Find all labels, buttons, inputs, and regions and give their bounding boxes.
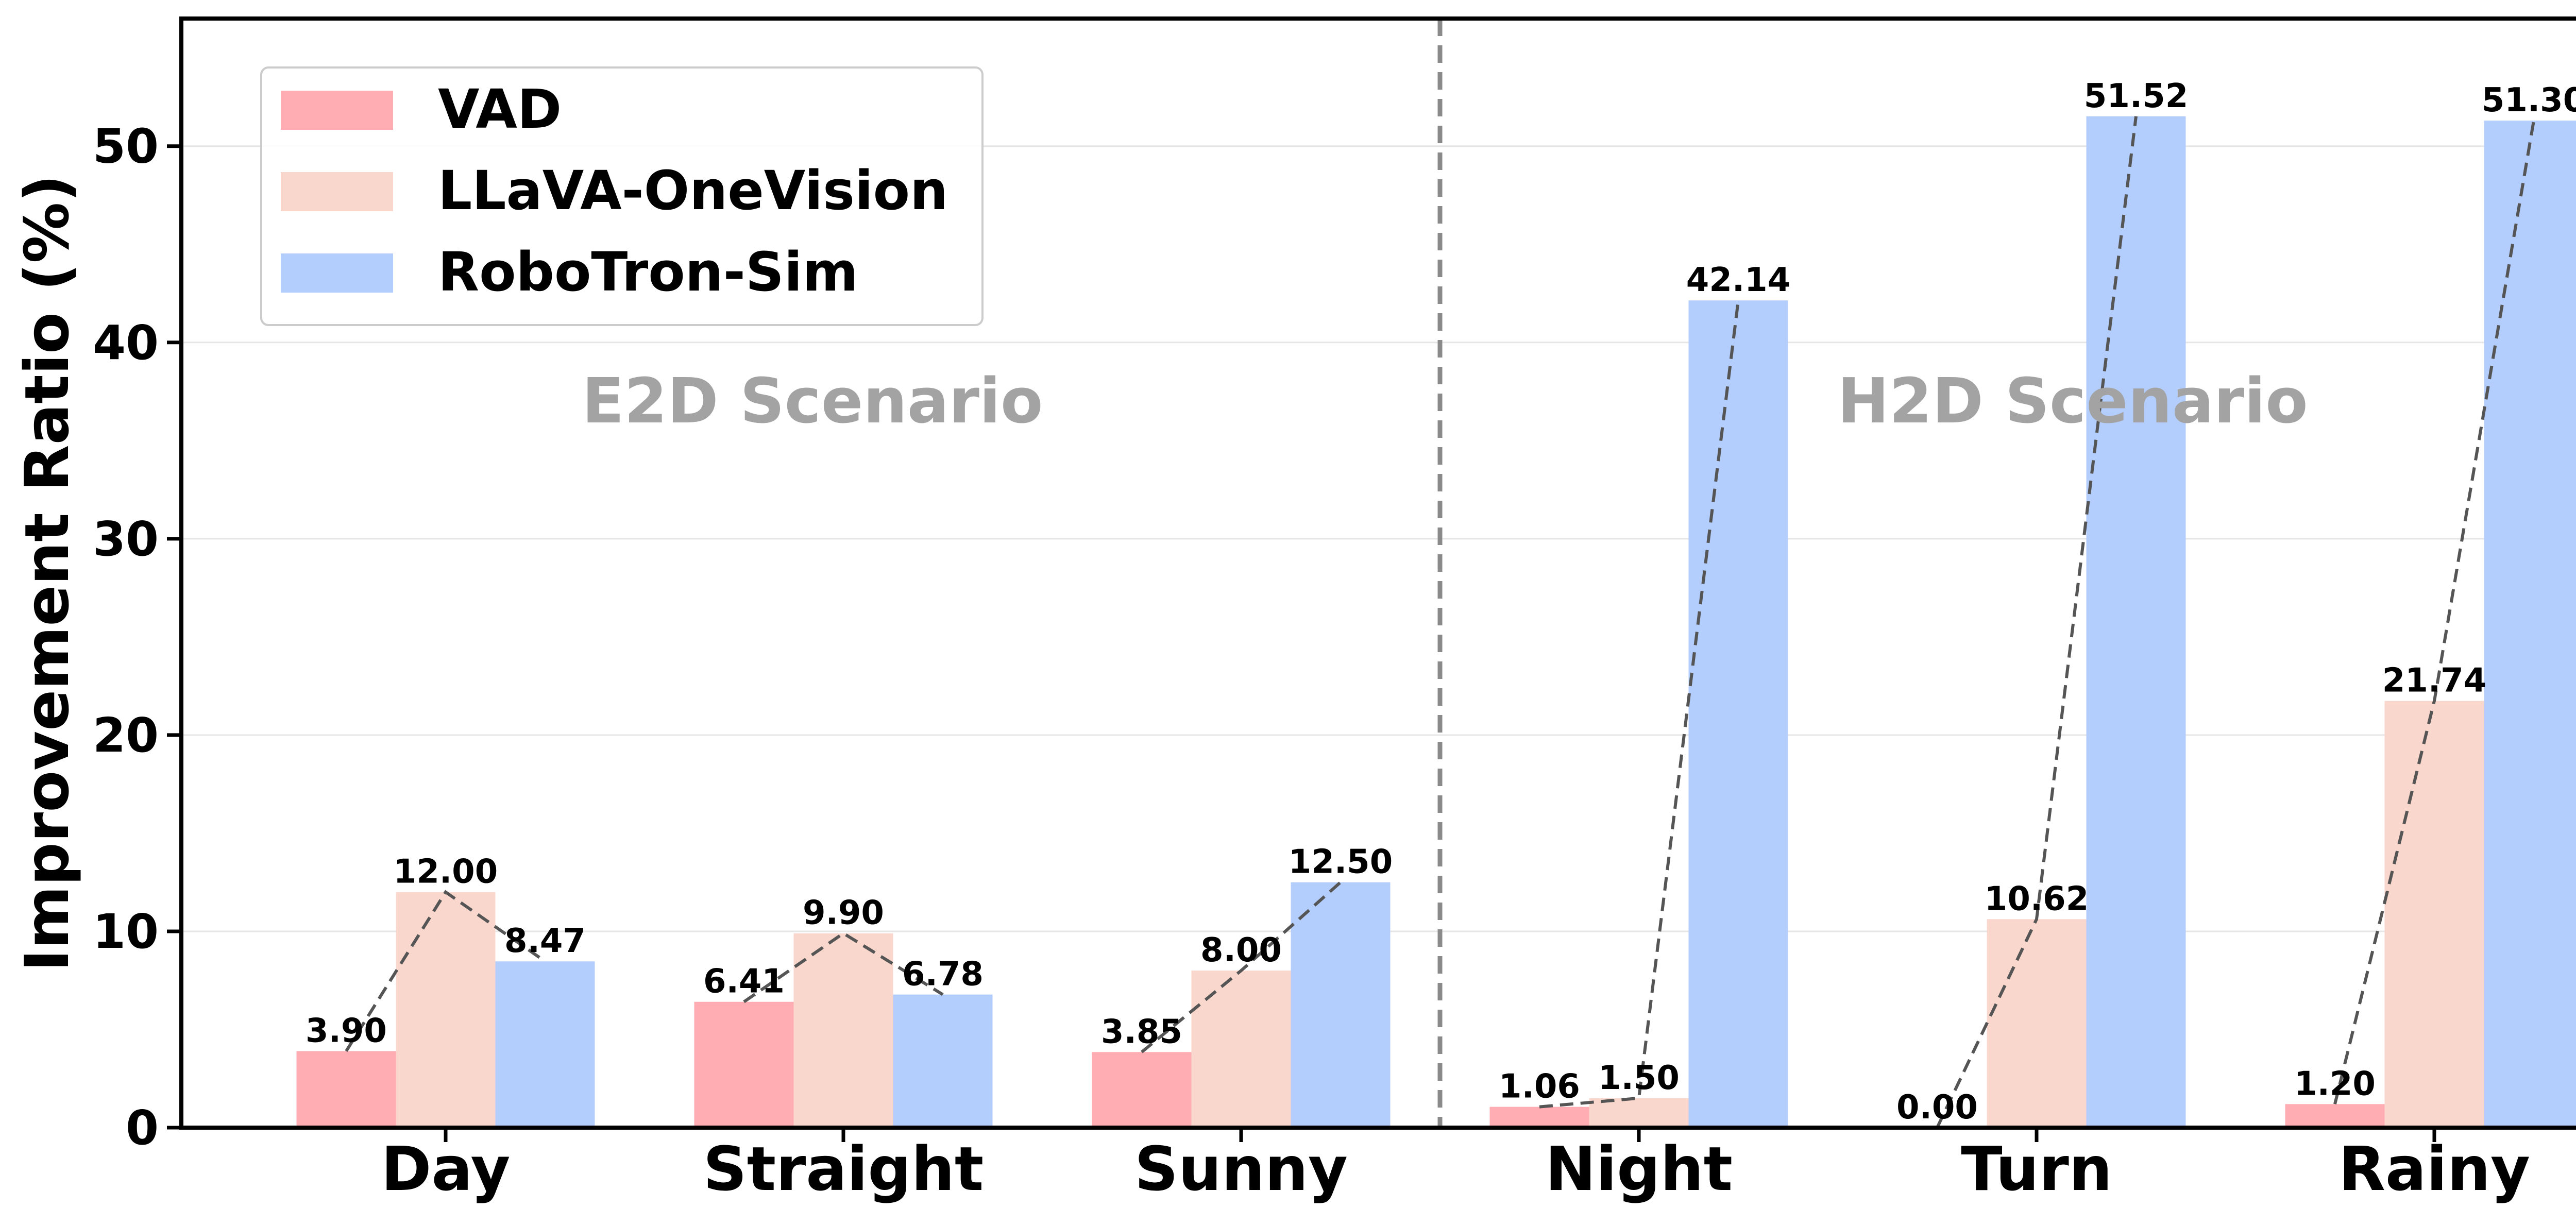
x-tick-label: Day — [381, 1133, 511, 1204]
bar — [1489, 1107, 1589, 1128]
bar — [1191, 971, 1291, 1128]
data-label: 12.50 — [1289, 843, 1393, 881]
x-tick-label: Straight — [703, 1133, 984, 1204]
data-label: 21.74 — [2382, 662, 2486, 700]
connector-line — [743, 931, 944, 1003]
x-tick-label: Turn — [1961, 1133, 2112, 1204]
connector-line — [1539, 300, 1740, 1109]
data-label: 1.06 — [1499, 1068, 1580, 1106]
bars — [296, 116, 2576, 1128]
connector-line — [2333, 120, 2535, 1104]
x-tick-label: Sunny — [1134, 1133, 1348, 1204]
legend-swatch — [281, 253, 393, 293]
bar — [1092, 1052, 1192, 1128]
data-label: 1.20 — [2294, 1065, 2376, 1103]
data-label: 42.14 — [1686, 261, 1790, 299]
data-label: 12.00 — [394, 853, 498, 891]
legend-label: RoboTron-Sim — [438, 241, 858, 303]
legend-swatch — [281, 172, 393, 211]
data-label: 6.78 — [902, 956, 984, 994]
legend-swatch — [281, 91, 393, 130]
y-axis-label: Improvement Ratio (%) — [11, 175, 82, 972]
bar — [1987, 919, 2087, 1128]
x-tick-label: Rainy — [2338, 1133, 2530, 1204]
y-tick-label: 30 — [93, 512, 159, 567]
y-tick-label: 40 — [93, 315, 159, 370]
data-label: 51.30 — [2482, 81, 2576, 120]
scenario-label-e2d: E2D Scenario — [582, 366, 1043, 437]
y-tick-label: 10 — [93, 904, 159, 959]
bar — [793, 933, 893, 1128]
bar — [396, 892, 496, 1128]
data-label: 6.41 — [703, 963, 785, 1001]
y-tick-label: 50 — [93, 119, 159, 174]
y-tick-label: 20 — [93, 708, 159, 763]
bar — [694, 1001, 794, 1128]
data-label: 51.52 — [2084, 77, 2188, 115]
data-label: 3.85 — [1101, 1013, 1182, 1051]
bar — [2285, 1104, 2385, 1128]
data-label: 9.90 — [803, 894, 884, 932]
connector-line — [1141, 881, 1342, 1053]
y-tick-label: 0 — [126, 1100, 159, 1155]
data-label: 8.00 — [1200, 931, 1282, 969]
legend-label: VAD — [438, 78, 562, 141]
legend-box — [260, 66, 984, 326]
x-axis-ticks: Day Straight Sunny Night Turn Rainy — [381, 1128, 2530, 1204]
bar — [296, 1051, 396, 1128]
bar — [1291, 882, 1391, 1128]
connector-line — [345, 890, 546, 1052]
bar — [1688, 300, 1788, 1128]
y-axis-ticks: 0 10 20 30 40 50 — [93, 119, 181, 1155]
bar — [2384, 701, 2484, 1128]
bar — [2086, 116, 2186, 1128]
bar — [1589, 1098, 1689, 1128]
data-label: 8.47 — [504, 922, 586, 960]
bar — [893, 994, 993, 1128]
bar — [495, 961, 595, 1128]
data-label: 3.90 — [306, 1012, 387, 1050]
scenario-label-h2d: H2D Scenario — [1837, 366, 2308, 437]
connector-lines — [345, 116, 2535, 1129]
legend: VAD LLaVA-OneVision RoboTron-Sim — [260, 66, 984, 326]
legend-label: LLaVA-OneVision — [438, 159, 948, 222]
data-labels: 3.90 6.41 3.85 1.06 0.00 1.20 12.00 9.90 8.00 1.5… — [306, 77, 2576, 1127]
data-label: 1.50 — [1598, 1059, 1680, 1097]
connector-line — [1936, 116, 2138, 1129]
plot-frame — [179, 16, 2576, 1130]
data-label: 0.00 — [1896, 1088, 1978, 1127]
x-tick-label: Night — [1545, 1133, 1733, 1204]
bar — [2484, 121, 2576, 1128]
data-label: 10.62 — [1985, 880, 2089, 918]
